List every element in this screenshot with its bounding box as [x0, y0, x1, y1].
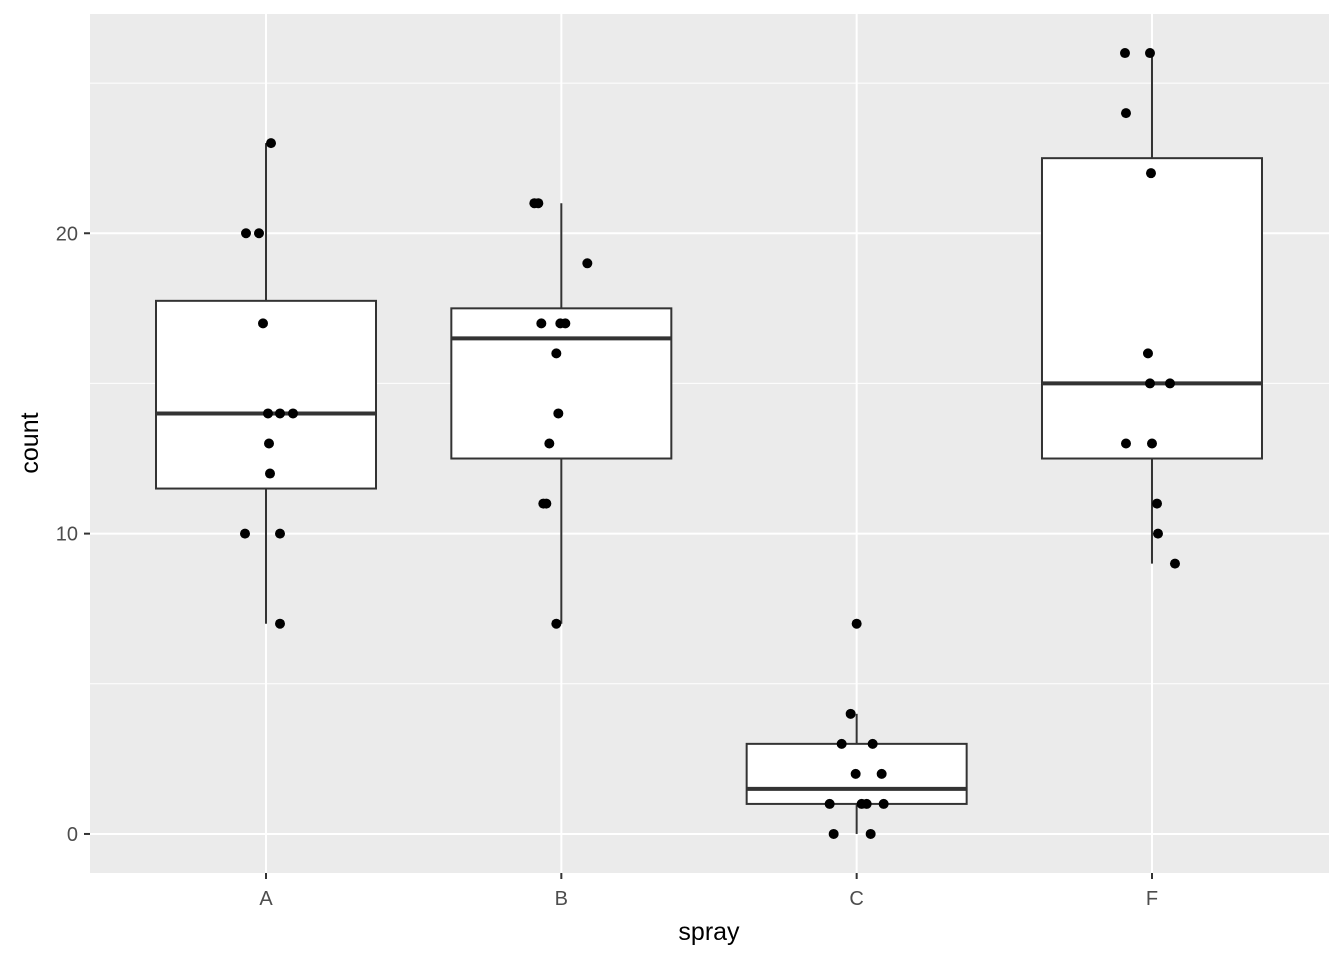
- x-tick-label: C: [849, 888, 863, 910]
- data-point: [275, 618, 285, 629]
- box-layer: [155, 53, 1263, 834]
- data-point: [551, 618, 562, 629]
- data-point: [1146, 438, 1157, 449]
- data-point: [1142, 348, 1153, 359]
- data-point: [553, 408, 564, 419]
- point-layer: [240, 48, 1180, 839]
- y-tick-label: 0: [67, 824, 78, 846]
- x-tick-label: A: [259, 888, 273, 910]
- iqr-box: [450, 307, 673, 460]
- data-point: [1120, 438, 1131, 449]
- data-point: [1151, 498, 1162, 509]
- data-point: [851, 618, 862, 629]
- data-point: [536, 318, 547, 329]
- x-axis-title: spray: [678, 918, 740, 946]
- y-axis-title: count: [16, 412, 44, 473]
- iqr-box: [155, 299, 377, 490]
- data-point: [1120, 108, 1131, 119]
- iqr-box: [1040, 157, 1263, 460]
- data-point: [876, 768, 887, 779]
- data-point: [263, 408, 273, 419]
- data-point: [1152, 528, 1163, 539]
- data-point: [861, 798, 872, 809]
- data-point: [828, 828, 839, 839]
- y-tick-label: 20: [56, 223, 78, 245]
- data-point: [544, 438, 555, 449]
- box-b: [450, 203, 673, 624]
- data-point: [878, 798, 889, 809]
- data-point: [551, 348, 562, 359]
- data-point: [1144, 378, 1155, 389]
- data-point: [1144, 48, 1155, 59]
- data-point: [865, 828, 876, 839]
- data-point: [1164, 378, 1175, 389]
- data-point: [266, 138, 276, 149]
- data-point: [836, 738, 847, 749]
- data-point: [258, 318, 268, 329]
- data-point: [1119, 48, 1130, 59]
- x-tick-label: F: [1146, 888, 1158, 910]
- box-f: [1040, 53, 1263, 564]
- data-point: [582, 258, 593, 269]
- data-point: [275, 408, 285, 419]
- data-point: [264, 438, 274, 449]
- data-point: [538, 498, 549, 509]
- data-point: [265, 468, 275, 479]
- data-point: [288, 408, 298, 419]
- data-point: [240, 528, 250, 539]
- x-tick-label: B: [555, 888, 568, 910]
- data-point: [241, 228, 251, 239]
- data-point: [1169, 558, 1180, 569]
- data-point: [845, 708, 856, 719]
- data-point: [529, 198, 540, 209]
- data-point: [555, 318, 566, 329]
- data-point: [275, 528, 285, 539]
- y-tick-label: 10: [56, 524, 78, 546]
- data-point: [850, 768, 861, 779]
- data-point: [254, 228, 264, 239]
- box-a: [155, 143, 377, 624]
- y-axis: 0 10 20: [56, 223, 90, 846]
- data-point: [1145, 168, 1156, 179]
- data-point: [824, 798, 835, 809]
- data-point: [867, 738, 878, 749]
